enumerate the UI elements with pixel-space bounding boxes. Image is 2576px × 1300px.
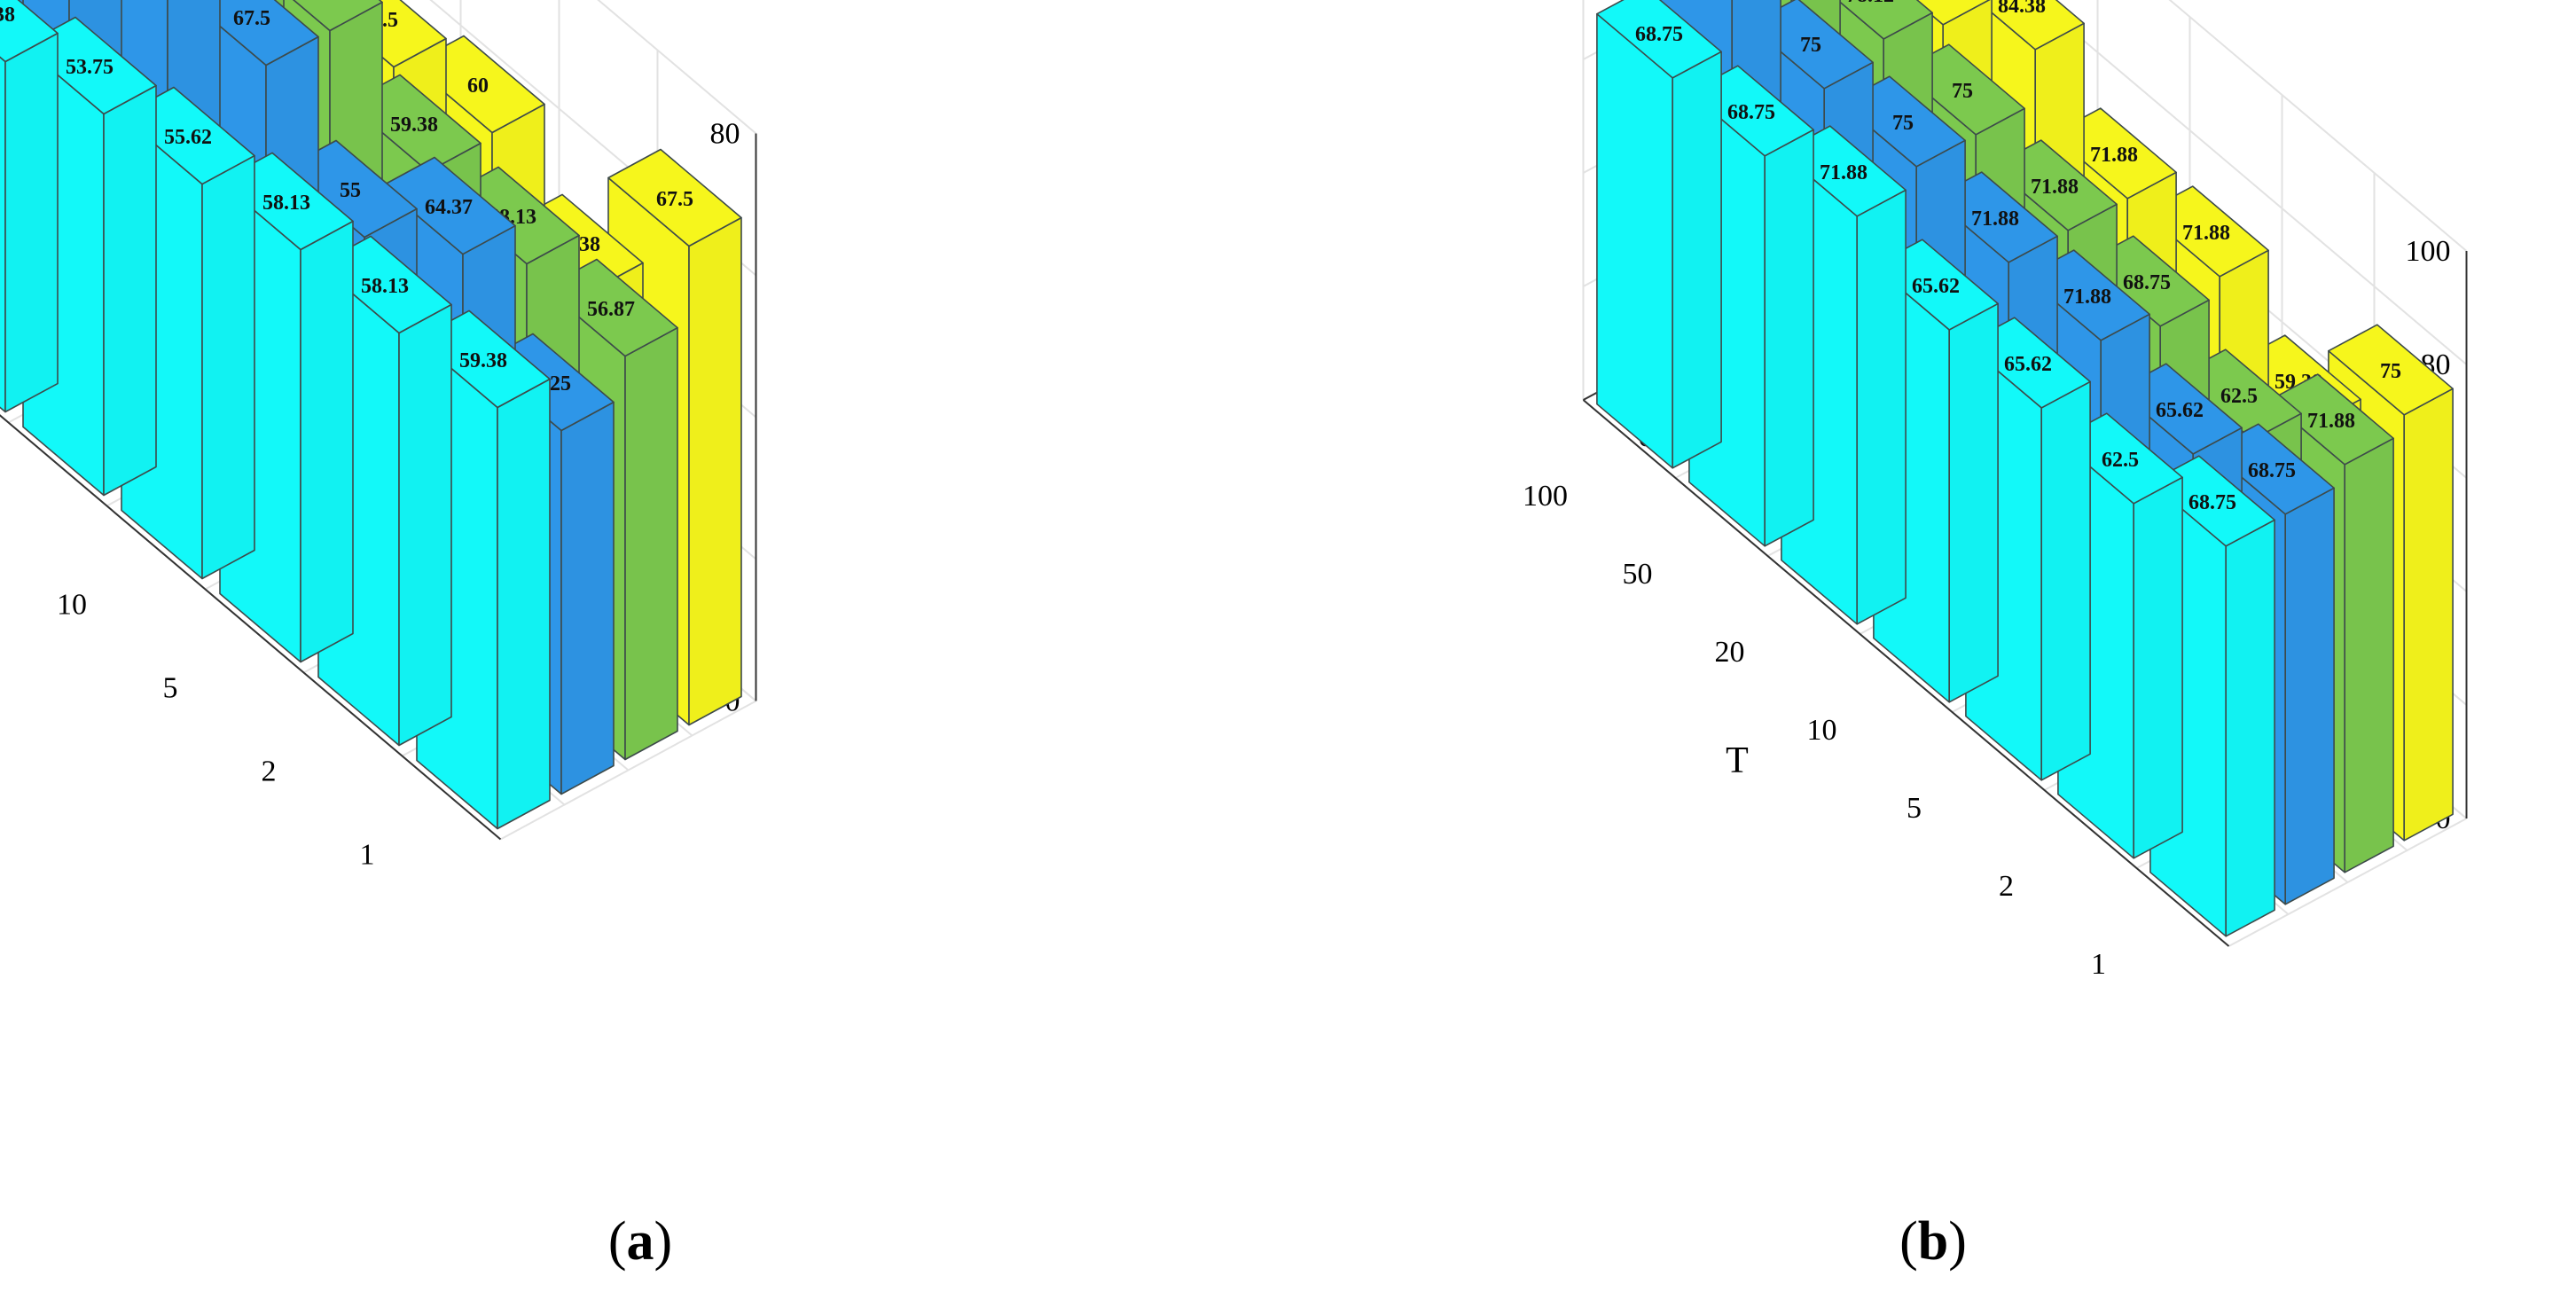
bar-value-label: 65.62	[2156, 399, 2204, 422]
bar-value-label: 78.12	[1846, 0, 1894, 7]
panel-label: (b)	[1899, 1211, 1967, 1272]
bar-value-label: 55.62	[164, 126, 212, 149]
t-tick-label: 1	[360, 839, 375, 872]
bar-face-top	[292, 0, 383, 32]
bar-value-label: 49.38	[0, 4, 15, 27]
bar-value-label: 71.88	[2063, 286, 2111, 309]
bar-face-side	[2040, 380, 2091, 781]
bar-value-label: 55	[340, 179, 361, 202]
bar-face-side	[1948, 302, 1999, 703]
bar-face-side	[201, 154, 255, 580]
bar-value-label: 58.13	[361, 275, 409, 298]
t-tick-label: 2	[262, 756, 277, 788]
chart-panel-b: 020406080100Max(%)125102050100T0.250.50.…	[1523, 0, 2468, 1272]
bar-value-label: 62.5	[2102, 449, 2139, 472]
bar-T50-lambda0.25: 49.38	[0, 0, 59, 413]
bar-face-side	[1856, 189, 1907, 625]
t-tick-label: 100	[1523, 480, 1568, 513]
bar-value-label: 68.75	[2123, 271, 2171, 294]
t-axis-label: T	[1726, 740, 1749, 781]
panel-letter: a	[627, 1211, 654, 1272]
bars: 67.549.386057.575.6373.1267.556.8758.135…	[0, 0, 742, 830]
t-tick-label: 1	[2091, 948, 2106, 981]
bar-face-side	[103, 84, 157, 497]
bar-face-front	[1596, 12, 1673, 469]
bar-value-label: 71.88	[2031, 176, 2079, 199]
bar-value-label: 67.5	[233, 7, 270, 30]
bar-value-label: 71.88	[1971, 208, 2019, 231]
bar-value-label: 59.38	[459, 349, 507, 372]
bar-face-side	[2225, 519, 2275, 937]
bar-value-label: 75	[1892, 112, 1914, 135]
bar-face-side	[300, 220, 354, 663]
z-tick-label: 80	[710, 118, 740, 151]
bar-value-label: 59.38	[390, 114, 438, 137]
bar-value-label: 75	[1952, 80, 1973, 103]
bar-face-side	[497, 378, 551, 830]
bar-value-label: 62.5	[2220, 385, 2258, 408]
bar-face-side	[624, 326, 678, 761]
bar-value-label: 71.88	[2182, 222, 2230, 245]
t-tick-label: 5	[163, 672, 178, 705]
t-tick-label: 10	[57, 589, 87, 622]
bar-face-side	[688, 216, 742, 726]
bar-face-top	[607, 148, 742, 247]
panel-letter: b	[1918, 1211, 1948, 1272]
bar-value-label: 64.37	[425, 196, 473, 219]
bar-face-side	[2403, 388, 2454, 842]
bar-value-label: 68.75	[1727, 101, 1775, 124]
t-tick-label: 2	[1999, 870, 2014, 903]
bar-value-label: 58.13	[262, 192, 310, 215]
bar-value-label: 75	[2380, 360, 2401, 383]
bar-value-label: 68.75	[2248, 459, 2296, 482]
bar-face-side	[2133, 476, 2183, 859]
bar-face-top	[1913, 0, 1991, 26]
t-tick-label: 5	[1907, 792, 1922, 825]
bar-value-label: 71.88	[1820, 161, 1867, 184]
bar-face-side	[1764, 129, 1814, 547]
bar-value-label: 56.87	[587, 298, 635, 321]
bar-value-label: 53.75	[66, 56, 114, 79]
bar-face-top	[0, 0, 59, 63]
bar-value-label: 71.88	[2307, 410, 2355, 433]
bars: 7559.3871.8871.8884.387578.1271.8862.568…	[1596, 0, 2454, 937]
bar-face-top	[1836, 0, 1933, 40]
bar-face-side	[2344, 437, 2394, 873]
bar-value-label: 84.38	[1998, 0, 2046, 18]
bar-T100-lambda0.25: 68.75	[1596, 0, 1722, 469]
bar-value-label: 65.62	[2004, 353, 2052, 376]
bar-value-label: 75	[1800, 34, 1821, 57]
bar-face-side	[398, 303, 452, 747]
bar-face-side	[4, 32, 59, 413]
t-tick-label: 50	[1623, 558, 1653, 591]
panel-label: (a)	[608, 1211, 672, 1272]
bar-value-label: 68.75	[2188, 491, 2236, 514]
bar-face-side	[2284, 487, 2335, 905]
bar-value-label: 60	[467, 74, 489, 98]
t-tick-label: 10	[1807, 714, 1837, 747]
bar-value-label: 68.75	[1635, 23, 1683, 46]
bar-value-label: 67.5	[656, 188, 693, 211]
t-tick-label: 20	[1715, 636, 1745, 669]
bar-face-top	[1596, 0, 1722, 79]
chart-panel-a: 020406080Avg.(%)125102050100T0.250.50.75…	[0, 0, 757, 1272]
bar-face-side	[1672, 51, 1722, 469]
bar-face-top	[2328, 324, 2454, 416]
bar-value-label: 71.88	[2090, 144, 2138, 167]
bar-value-label: 65.62	[1912, 275, 1960, 298]
bar-face-side	[560, 401, 615, 795]
z-tick-label: 100	[2406, 235, 2451, 268]
